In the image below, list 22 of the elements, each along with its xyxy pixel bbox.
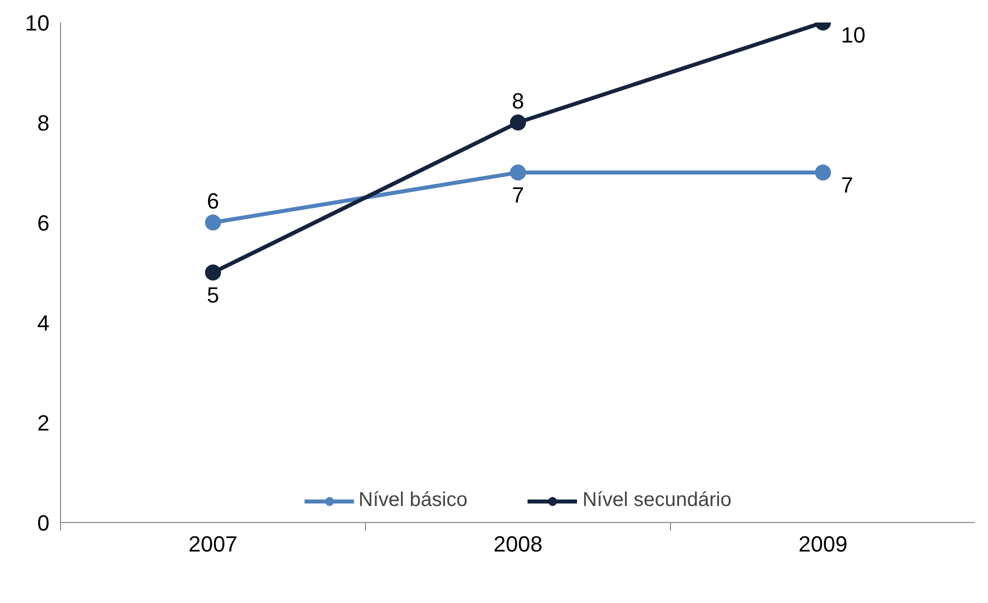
y-tick-label: 8 [37,110,50,136]
data-label: 7 [841,172,854,198]
point [205,214,221,230]
y-tick-label: 6 [37,210,50,236]
point [205,264,221,280]
y-tick-label: 4 [37,310,50,336]
y-tick-label: 10 [25,10,50,36]
point [510,114,526,130]
y-tick-label: 2 [37,410,50,436]
point [815,164,831,180]
x-tick-label: 2008 [494,532,542,556]
legend-label: Nível básico [358,489,468,512]
data-label: 5 [206,282,220,308]
data-label: 6 [206,188,220,214]
data-label: 10 [841,22,866,48]
data-label: 7 [512,182,524,208]
legend-label: Nível secundário [582,489,732,512]
point [510,164,526,180]
x-tick-label: 2007 [188,532,238,556]
y-tick-label: 0 [37,510,50,536]
x-tick-label: 2009 [798,532,848,556]
data-label: 8 [512,88,524,114]
